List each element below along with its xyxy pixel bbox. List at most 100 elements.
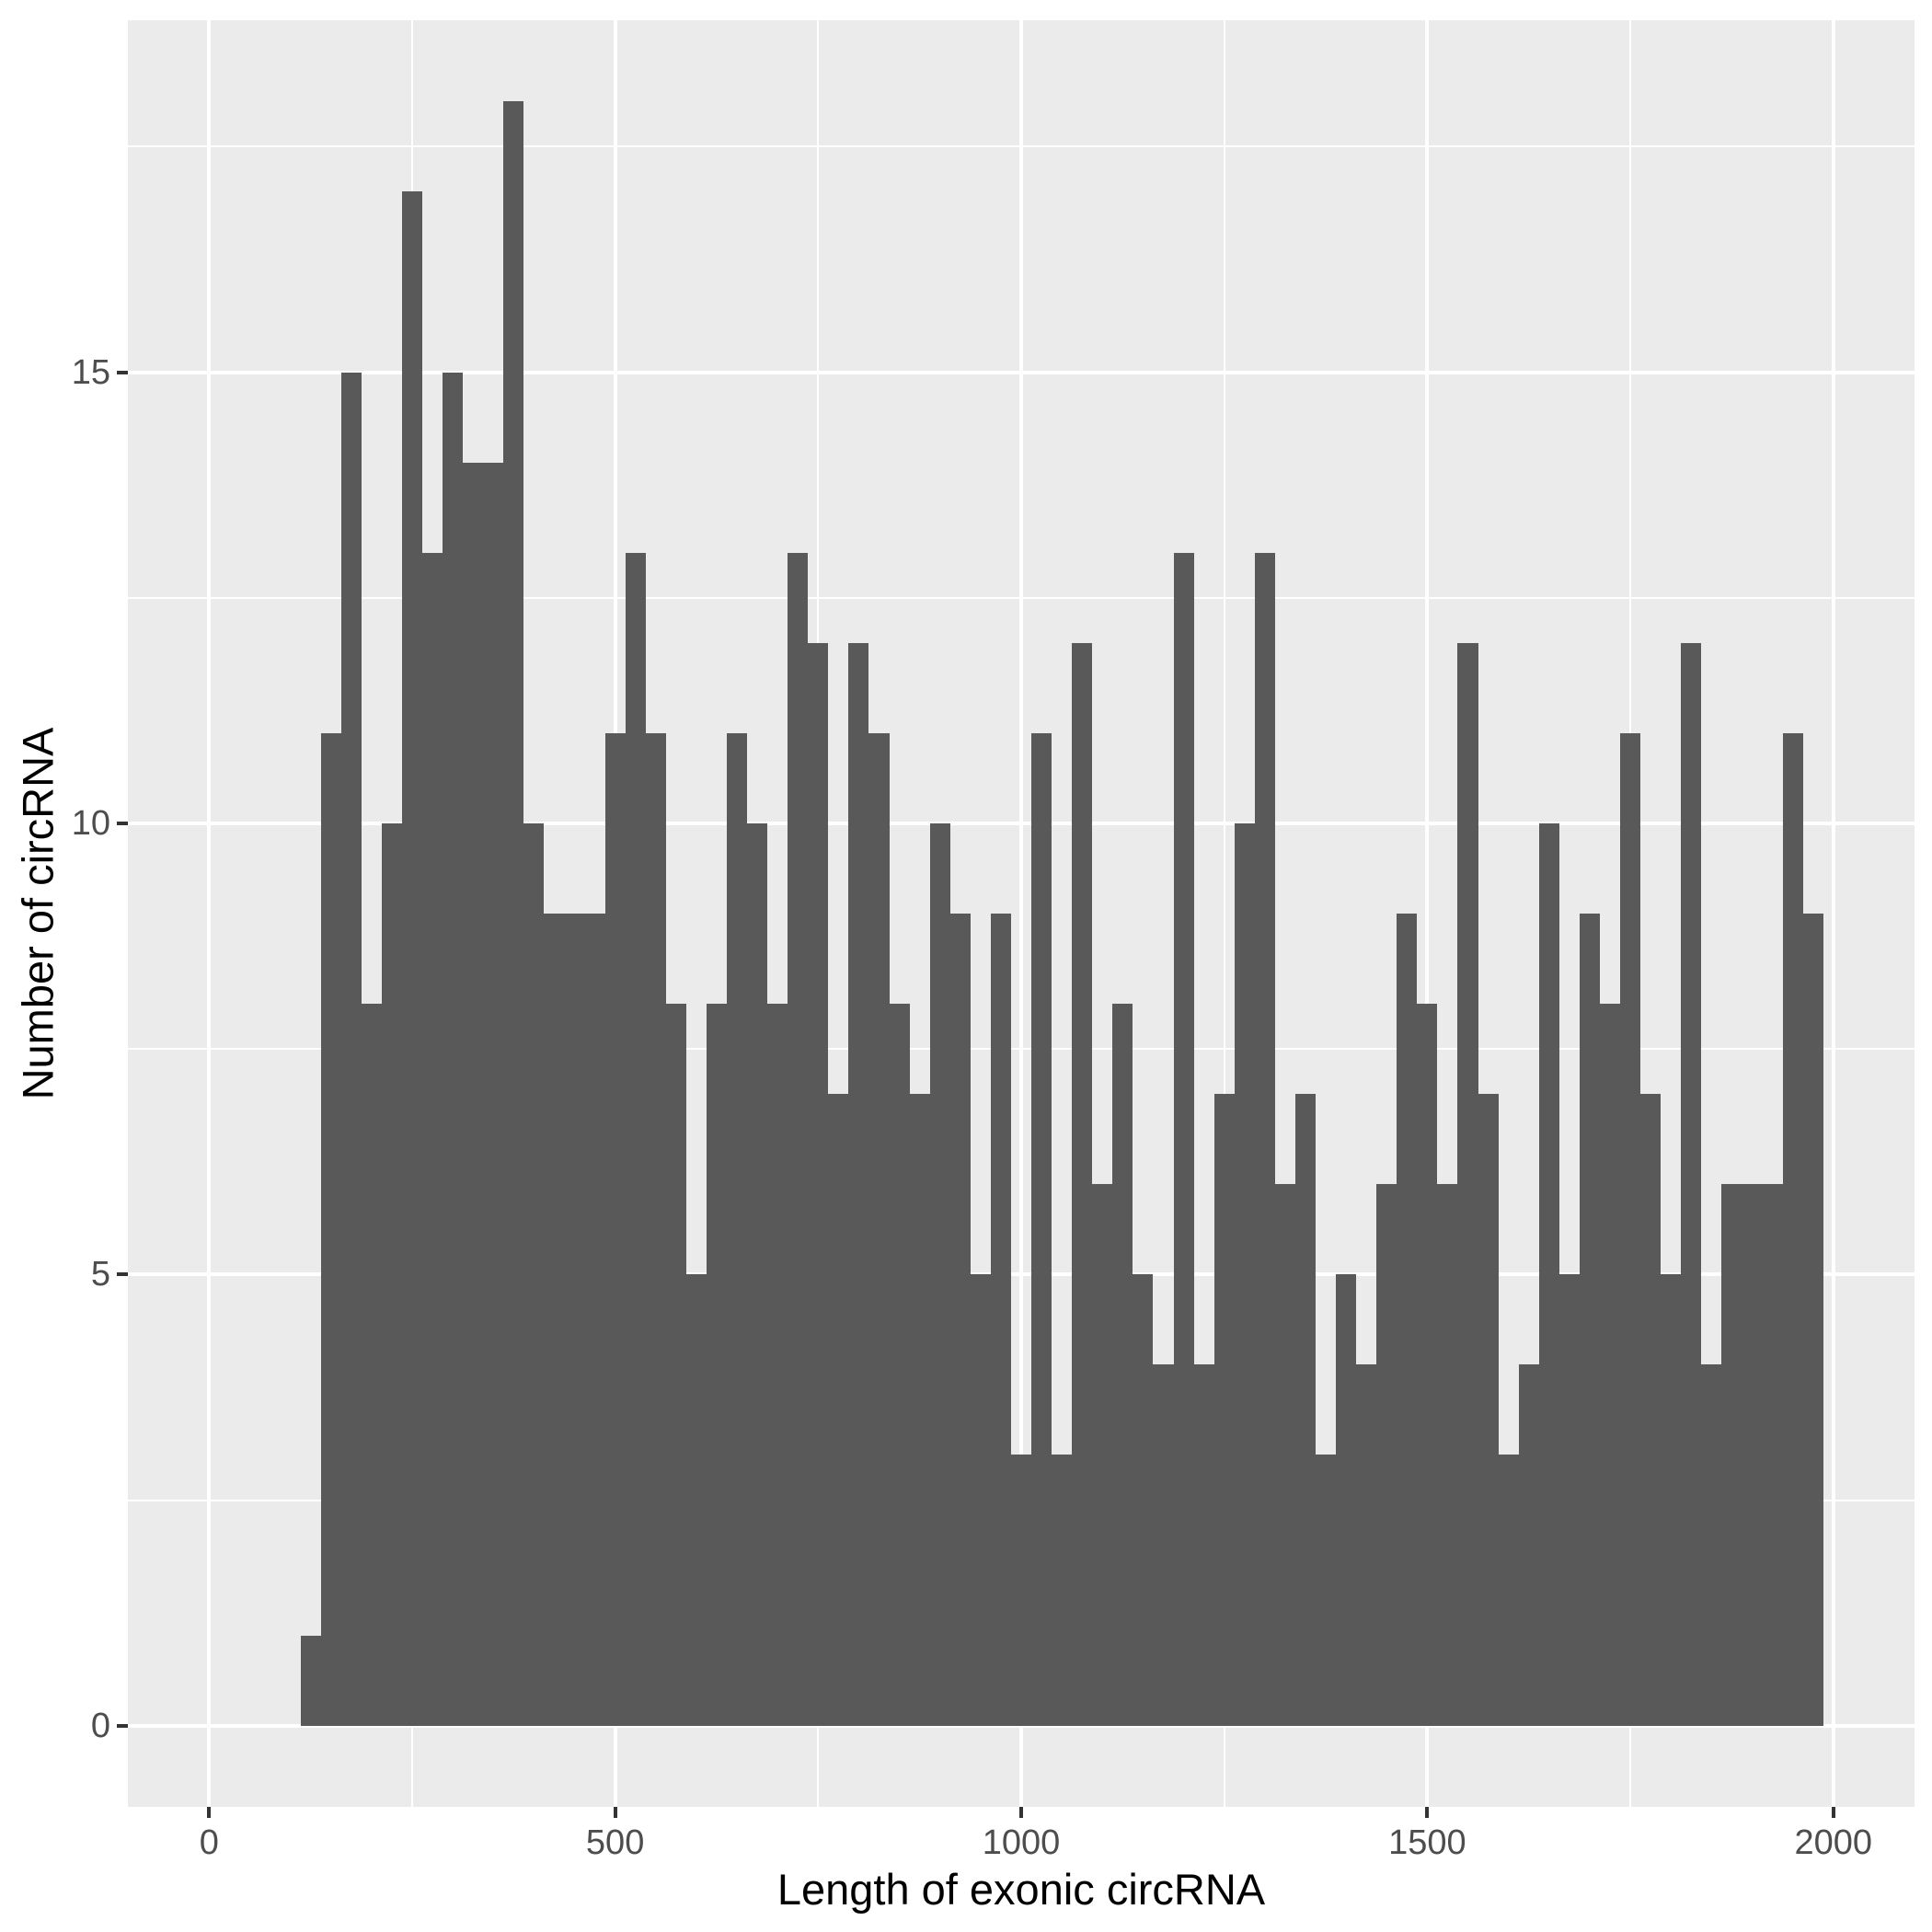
histogram-bar <box>320 732 341 1726</box>
histogram-bar <box>1762 1184 1783 1726</box>
histogram-bar <box>1721 1184 1742 1726</box>
histogram-bar <box>1782 732 1803 1726</box>
histogram-bar <box>1376 1184 1397 1726</box>
histogram-bar <box>1620 732 1641 1726</box>
histogram-bar <box>443 372 464 1726</box>
gridline-major-vertical <box>1831 20 1835 1807</box>
plot-panel <box>128 20 1915 1807</box>
gridline-major-vertical <box>207 20 212 1807</box>
histogram-bar <box>421 552 443 1726</box>
histogram-bar <box>1498 1455 1519 1726</box>
gridline-major-horizontal <box>128 821 1915 825</box>
gridline-major-vertical <box>1425 20 1430 1807</box>
histogram-bar <box>1112 1004 1133 1726</box>
histogram-bar <box>381 822 402 1726</box>
histogram-bar <box>1031 732 1052 1726</box>
histogram-bar <box>625 552 646 1726</box>
histogram-bar <box>747 822 768 1726</box>
histogram-bar <box>1336 1274 1357 1726</box>
histogram-bar <box>1092 1184 1113 1726</box>
x-tick-label: 500 <box>585 1823 645 1862</box>
y-tick-label: 15 <box>71 352 110 392</box>
histogram-bar <box>808 642 829 1726</box>
histogram-bar <box>645 732 666 1726</box>
histogram-bar <box>1274 1184 1295 1726</box>
y-tick-label: 5 <box>90 1255 110 1294</box>
x-tick-label: 1000 <box>982 1823 1061 1862</box>
x-axis-tick <box>1019 1807 1023 1818</box>
x-tick-label: 2000 <box>1794 1823 1872 1862</box>
histogram-bar <box>503 101 524 1726</box>
y-axis-tick <box>117 1723 128 1728</box>
histogram-bar <box>1315 1455 1337 1726</box>
histogram-bar <box>949 914 971 1726</box>
histogram-bar <box>1538 822 1559 1726</box>
histogram-bar <box>300 1635 321 1726</box>
x-axis-tick <box>613 1807 617 1818</box>
histogram-bar <box>1052 1455 1073 1726</box>
y-axis-title: Number of circRNA <box>13 727 63 1100</box>
gridline-major-horizontal <box>128 1272 1915 1277</box>
histogram-bar <box>1254 552 1275 1726</box>
histogram-bar <box>1153 1364 1174 1726</box>
x-axis-tick <box>207 1807 212 1818</box>
gridline-major-vertical <box>1019 20 1023 1807</box>
histogram-bar <box>1234 822 1255 1726</box>
gridline-major-horizontal <box>128 370 1915 374</box>
gridline-major-horizontal <box>128 1723 1915 1728</box>
histogram-bar <box>1133 1274 1154 1726</box>
histogram-bar <box>584 914 605 1726</box>
y-tick-label: 10 <box>71 803 110 843</box>
histogram-bar <box>706 1004 727 1726</box>
x-tick-label: 1500 <box>1388 1823 1466 1862</box>
histogram-bar <box>848 642 869 1726</box>
histogram-bar <box>990 914 1011 1726</box>
histogram-bar <box>1072 642 1093 1726</box>
histogram-bar <box>483 462 504 1726</box>
histogram-bar <box>1558 1274 1580 1726</box>
histogram-bar <box>1397 914 1418 1726</box>
histogram-bar <box>828 1094 849 1726</box>
histogram-bar <box>665 1004 686 1726</box>
histogram-bar <box>767 1004 788 1726</box>
histogram-bar <box>1579 914 1600 1726</box>
y-axis-tick <box>117 370 128 374</box>
histogram-bar <box>1213 1094 1235 1726</box>
histogram-bar <box>604 732 626 1726</box>
histogram-bar <box>1010 1455 1032 1726</box>
histogram-bar <box>929 822 950 1726</box>
histogram-bar <box>1661 1274 1682 1726</box>
histogram-bar <box>1356 1364 1377 1726</box>
histogram-bar <box>1437 1184 1458 1726</box>
histogram-bar <box>970 1274 991 1726</box>
histogram-bar <box>1802 914 1823 1726</box>
histogram-bar <box>1294 1094 1316 1726</box>
y-tick-label: 0 <box>90 1706 110 1745</box>
histogram-bar <box>1417 1004 1438 1726</box>
x-axis-tick <box>1831 1807 1835 1818</box>
histogram-bar <box>523 822 545 1726</box>
histogram-bar <box>685 1274 707 1726</box>
histogram-bar <box>463 462 484 1726</box>
x-axis-title: Length of exonic circRNA <box>776 1865 1266 1914</box>
histogram-bar <box>1518 1364 1539 1726</box>
histogram-bar <box>544 914 565 1726</box>
y-axis-tick <box>117 1272 128 1277</box>
x-axis-tick <box>1425 1807 1430 1818</box>
x-tick-label: 0 <box>199 1823 219 1862</box>
histogram-bar <box>564 914 585 1726</box>
histogram-bar <box>340 372 362 1726</box>
histogram-bar <box>401 191 422 1726</box>
histogram-bar <box>889 1004 910 1726</box>
histogram-bar <box>1599 1004 1620 1726</box>
histogram-bar <box>361 1004 382 1726</box>
y-axis-tick <box>117 821 128 825</box>
histogram-bar <box>1681 642 1702 1726</box>
histogram-bar <box>1640 1094 1662 1726</box>
histogram-bar <box>1742 1184 1763 1726</box>
histogram-bar <box>909 1094 930 1726</box>
histogram-bar <box>1193 1364 1214 1726</box>
histogram-bar <box>788 552 809 1726</box>
histogram-bar <box>1173 552 1194 1726</box>
